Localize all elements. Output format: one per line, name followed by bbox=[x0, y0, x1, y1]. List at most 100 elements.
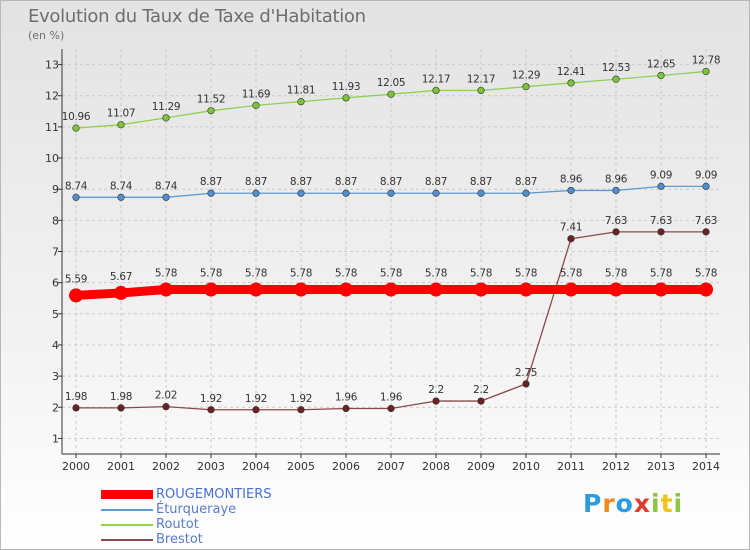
logo-letter: P bbox=[583, 489, 603, 518]
data-point-routot bbox=[342, 94, 350, 102]
data-label-eturqueraye: 8.87 bbox=[335, 176, 357, 188]
data-point-rougemontiers bbox=[384, 282, 398, 297]
data-point-rougemontiers bbox=[654, 282, 668, 297]
data-point-routot bbox=[657, 71, 665, 80]
data-point-routot bbox=[252, 101, 260, 109]
data-label-routot: 12.41 bbox=[557, 66, 586, 78]
data-label-routot: 11.29 bbox=[152, 101, 181, 113]
chart-title: Evolution du Taux de Taxe d'Habitation bbox=[28, 6, 366, 27]
legend-swatch bbox=[101, 509, 153, 511]
y-tick-label: 1 bbox=[52, 432, 59, 445]
data-point-eturqueraye bbox=[162, 193, 170, 201]
data-label-rougemontiers: 5.59 bbox=[65, 273, 87, 285]
data-label-rougemontiers: 5.78 bbox=[470, 268, 492, 280]
data-label-rougemontiers: 5.78 bbox=[290, 268, 312, 280]
data-point-routot bbox=[387, 90, 395, 98]
data-label-eturqueraye: 8.87 bbox=[245, 176, 267, 188]
data-point-brestot bbox=[252, 406, 260, 414]
data-point-routot bbox=[207, 107, 215, 115]
data-label-brestot: 2.02 bbox=[155, 390, 177, 402]
data-label-routot: 12.53 bbox=[602, 62, 631, 74]
data-label-brestot: 2.2 bbox=[473, 384, 489, 396]
data-point-brestot bbox=[567, 235, 575, 243]
data-point-eturqueraye bbox=[117, 193, 125, 201]
y-tick-label: 11 bbox=[45, 121, 59, 134]
data-point-routot bbox=[522, 83, 530, 91]
y-tick-label: 3 bbox=[52, 370, 59, 383]
x-tick-label: 2003 bbox=[197, 460, 225, 473]
y-tick-label: 6 bbox=[52, 277, 59, 290]
data-point-eturqueraye bbox=[567, 186, 575, 195]
data-label-rougemontiers: 5.78 bbox=[245, 268, 267, 280]
data-point-rougemontiers bbox=[339, 282, 353, 297]
data-label-routot: 11.69 bbox=[242, 88, 271, 100]
legend-swatch bbox=[101, 539, 153, 541]
x-tick-label: 2012 bbox=[602, 460, 630, 473]
data-label-brestot: 2.2 bbox=[428, 384, 444, 396]
chart-unit-label: (en %) bbox=[28, 29, 65, 42]
data-point-brestot bbox=[297, 406, 305, 414]
legend-label: Brestot bbox=[156, 532, 203, 547]
data-point-eturqueraye bbox=[387, 189, 395, 197]
data-label-routot: 11.07 bbox=[107, 108, 136, 120]
y-tick-label: 5 bbox=[52, 308, 59, 321]
data-label-eturqueraye: 8.87 bbox=[200, 176, 222, 188]
x-tick-label: 2001 bbox=[107, 460, 135, 473]
x-tick-label: 2000 bbox=[62, 460, 90, 473]
data-point-rougemontiers bbox=[429, 282, 443, 297]
data-point-rougemontiers bbox=[519, 282, 533, 297]
data-label-eturqueraye: 8.87 bbox=[290, 176, 312, 188]
data-point-brestot bbox=[342, 404, 350, 413]
data-point-eturqueraye bbox=[657, 182, 665, 190]
legend-swatch bbox=[101, 490, 153, 499]
data-label-rougemontiers: 5.78 bbox=[155, 268, 177, 280]
x-tick-label: 2006 bbox=[332, 460, 360, 473]
data-label-routot: 11.52 bbox=[197, 94, 226, 106]
data-point-routot bbox=[117, 121, 125, 129]
x-tick-label: 2010 bbox=[512, 460, 540, 473]
data-label-brestot: 1.96 bbox=[335, 392, 358, 404]
data-point-brestot bbox=[702, 228, 710, 236]
data-label-rougemontiers: 5.78 bbox=[560, 268, 582, 280]
data-point-brestot bbox=[162, 403, 170, 411]
data-point-brestot bbox=[612, 228, 620, 236]
data-label-eturqueraye: 8.87 bbox=[425, 176, 447, 188]
data-label-rougemontiers: 5.78 bbox=[650, 268, 672, 280]
data-label-brestot: 1.98 bbox=[110, 391, 132, 403]
data-label-eturqueraye: 8.87 bbox=[380, 176, 402, 188]
x-tick-label: 2002 bbox=[152, 460, 180, 473]
data-label-eturqueraye: 8.87 bbox=[515, 176, 537, 188]
data-point-rougemontiers bbox=[69, 288, 83, 303]
data-point-eturqueraye bbox=[252, 189, 260, 197]
data-label-eturqueraye: 8.96 bbox=[560, 173, 583, 185]
data-point-brestot bbox=[207, 406, 215, 414]
data-point-brestot bbox=[432, 397, 440, 405]
logo-letter: t bbox=[660, 489, 674, 518]
data-label-eturqueraye: 9.09 bbox=[650, 169, 672, 181]
legend-swatch bbox=[101, 524, 153, 526]
proxiti-logo: Proxiti bbox=[583, 489, 683, 518]
data-point-rougemontiers bbox=[204, 282, 218, 297]
x-tick-label: 2014 bbox=[692, 460, 720, 473]
data-label-rougemontiers: 5.78 bbox=[380, 268, 402, 280]
data-label-routot: 12.78 bbox=[692, 54, 721, 66]
data-point-brestot bbox=[72, 404, 80, 412]
data-point-eturqueraye bbox=[477, 189, 485, 197]
data-point-eturqueraye bbox=[342, 189, 350, 197]
x-tick-label: 2011 bbox=[557, 460, 585, 473]
logo-letter: o bbox=[615, 489, 634, 518]
data-label-eturqueraye: 9.09 bbox=[695, 169, 717, 181]
x-tick-label: 2009 bbox=[467, 460, 495, 473]
y-tick-label: 12 bbox=[45, 90, 59, 103]
data-point-rougemontiers bbox=[159, 282, 173, 297]
data-label-eturqueraye: 8.74 bbox=[65, 180, 88, 192]
data-label-brestot: 1.98 bbox=[65, 391, 87, 403]
x-tick-label: 2008 bbox=[422, 460, 450, 473]
data-point-eturqueraye bbox=[522, 189, 530, 197]
data-label-routot: 12.17 bbox=[467, 73, 496, 85]
data-point-brestot bbox=[117, 404, 125, 412]
data-point-brestot bbox=[522, 380, 530, 388]
data-point-routot bbox=[612, 75, 620, 83]
data-point-routot bbox=[297, 98, 305, 106]
